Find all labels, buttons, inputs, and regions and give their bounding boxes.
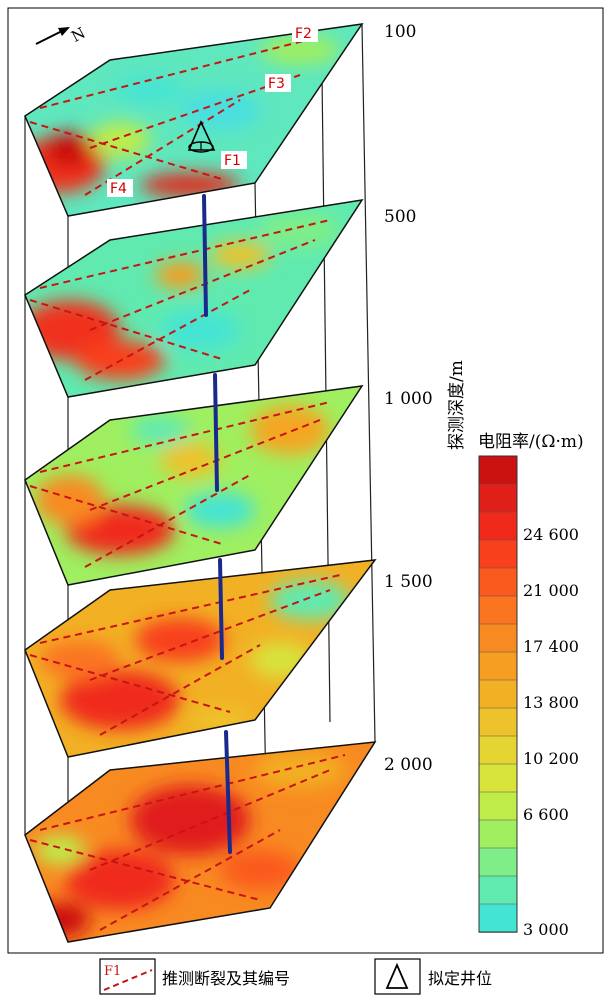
- fault-label-f1: F1: [224, 153, 241, 169]
- colorbar-cell: [478, 567, 518, 597]
- colorbar-tick-24600: 24 600: [523, 525, 579, 544]
- slice-1000m: [24, 385, 364, 586]
- colorbar-cell: [478, 819, 518, 849]
- colorbar-cells: [478, 455, 518, 933]
- colorbar-cell: [478, 679, 518, 709]
- fault-labels: F2 F3 F1 F4: [107, 24, 318, 197]
- colorbar-tick-10200: 10 200: [523, 749, 579, 768]
- legend-well-icon: [385, 962, 409, 989]
- well-location-icon: [187, 120, 216, 153]
- resistivity-colorbar: 电阻率/(Ω·m) 24 600 21 000 17 400 13 800 10…: [478, 432, 584, 939]
- slice-2000m: [24, 741, 377, 943]
- fault-label-f3: F3: [268, 76, 285, 92]
- figure-frame: [7, 7, 604, 954]
- colorbar-cell: [478, 651, 518, 681]
- depth-tick-1000: 1 000: [384, 389, 433, 409]
- depth-tick-1500: 1 500: [384, 572, 433, 592]
- fault-label-f4: F4: [110, 181, 127, 197]
- depth-tick-2000: 2 000: [384, 755, 433, 775]
- colorbar-cell: [478, 623, 518, 653]
- north-arrow-label: N: [68, 24, 88, 46]
- colorbar-cell: [478, 511, 518, 541]
- colorbar-tick-3000: 3 000: [523, 920, 569, 939]
- depth-tick-500: 500: [384, 207, 416, 227]
- depth-axis-title: 探测深度/m: [447, 360, 467, 450]
- colorbar-border: [478, 455, 518, 933]
- colorbar-cell: [478, 483, 518, 513]
- colorbar-cell: [478, 595, 518, 625]
- colorbar-tick-21000: 21 000: [523, 581, 579, 600]
- slice-500m: [24, 198, 364, 398]
- colorbar-cell: [478, 539, 518, 569]
- colorbar-tick-17400: 17 400: [523, 637, 579, 656]
- colorbar-cell: [478, 903, 518, 933]
- colorbar-cell: [478, 875, 518, 905]
- colorbar-ticks: 24 600 21 000 17 400 13 800 10 200 6 600…: [523, 525, 579, 939]
- colorbar-cell: [478, 455, 518, 485]
- colorbar-cell: [478, 735, 518, 765]
- depth-axis: 100 500 1 000 1 500 2 000 探测深度/m: [384, 22, 467, 775]
- colorbar-tick-13800: 13 800: [523, 693, 579, 712]
- colorbar-cell: [478, 791, 518, 821]
- north-arrow: N: [35, 24, 88, 46]
- colorbar-title: 电阻率/(Ω·m): [478, 432, 584, 452]
- slice-100m: [24, 23, 364, 217]
- legend-fault-text: 推测断裂及其编号: [162, 969, 290, 988]
- colorbar-cell: [478, 707, 518, 737]
- fault-label-f2: F2: [295, 26, 312, 42]
- depth-tick-100: 100: [384, 22, 416, 42]
- fault-lines: [29, 37, 346, 931]
- legend-fault-sample-label: F1: [104, 964, 121, 979]
- proposed-well-trajectory: [202, 194, 232, 854]
- colorbar-cell: [478, 847, 518, 877]
- slice-1500m: [24, 559, 377, 758]
- colorbar-tick-6600: 6 600: [523, 805, 569, 824]
- colorbar-cell: [478, 763, 518, 793]
- legend-well-text: 拟定井位: [428, 969, 492, 988]
- legend: F1 推测断裂及其编号 拟定井位: [99, 958, 492, 995]
